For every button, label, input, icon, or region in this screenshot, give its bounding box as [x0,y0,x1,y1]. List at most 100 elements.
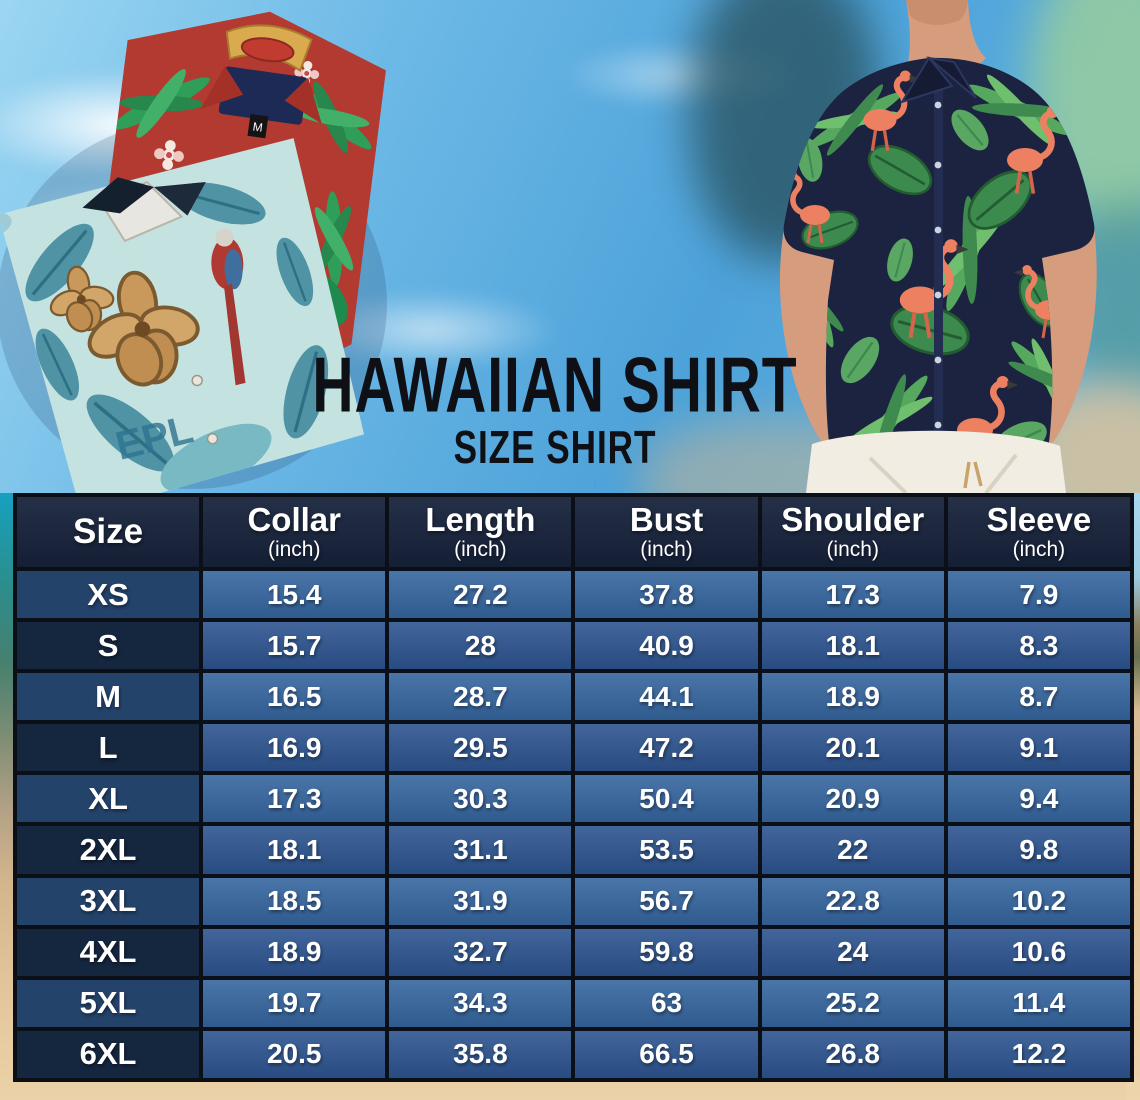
folded-shirts-illustration: M [0,11,387,499]
measurement-cell: 30.3 [385,771,576,827]
measurement-cell: 34.3 [385,975,576,1031]
measurement-cell: 18.5 [199,873,390,929]
size-label: 3XL [12,873,204,929]
measurement-cell: 50.4 [571,771,762,827]
poster-subtitle: SIZE SHIRT [453,421,657,473]
measurement-cell: 31.9 [385,873,576,929]
measurement-cell: 22.8 [757,873,948,929]
size-row-s: S 15.7 28 40.9 18.1 8.3 [12,618,1135,674]
measurement-cell: 7.9 [943,566,1135,623]
measurement-cell: 10.6 [943,924,1135,980]
table-zone: Size Collar (inch) Length (inch) Bust (inch) Sh… [0,493,1140,1100]
measurement-cell: 16.5 [199,669,390,725]
measurement-cell: 28.7 [385,669,576,725]
measurement-cell: 17.3 [757,566,948,623]
measurement-cell: 18.9 [199,924,390,980]
measurement-cell: 56.7 [571,873,762,929]
column-header-size: Size [12,493,204,571]
measurement-cell: 20.5 [199,1026,390,1083]
size-label: 5XL [12,975,204,1031]
measurement-cell: 26.8 [757,1026,948,1083]
measurement-cell: 27.2 [385,566,576,623]
measurement-cell: 9.8 [943,822,1135,878]
measurement-cell: 32.7 [385,924,576,980]
column-label: Bust [629,500,704,538]
size-row-4xl: 4XL 18.9 32.7 59.8 24 10.6 [12,924,1135,980]
column-unit: (inch) [640,538,693,562]
size-row-3xl: 3XL 18.5 31.9 56.7 22.8 10.2 [12,873,1135,929]
measurement-cell: 22 [757,822,948,878]
measurement-cell: 53.5 [571,822,762,878]
column-header-shoulder: Shoulder (inch) [757,493,948,571]
size-row-5xl: 5XL 19.7 34.3 63 25.2 11.4 [12,975,1135,1031]
column-header-sleeve: Sleeve (inch) [943,493,1135,571]
column-unit: (inch) [1012,538,1066,562]
size-row-2xl: 2XL 18.1 31.1 53.5 22 9.8 [12,822,1135,878]
measurement-cell: 8.3 [943,618,1135,674]
measurement-cell: 31.1 [385,822,576,878]
measurement-cell: 18.1 [757,618,948,674]
measurement-cell: 15.4 [199,566,390,623]
measurement-cell: 11.4 [943,975,1135,1031]
header-row: Size Collar (inch) Length (inch) Bust (inch) Sh… [12,493,1135,571]
measurement-cell: 24 [757,924,948,980]
model-pants [806,430,1066,493]
size-label: M [12,669,204,725]
measurement-cell: 66.5 [571,1026,762,1083]
title-block: HAWAIIAN SHIRT SIZE SHIRT [295,346,815,473]
column-unit: (inch) [826,538,879,562]
column-header-collar: Collar (inch) [199,493,390,571]
measurement-cell: 40.9 [571,618,762,674]
teal-hawaiian-shirt: EPL [0,138,365,499]
column-header-length: Length (inch) [385,493,576,571]
model-illustration [779,0,1097,493]
column-unit: (inch) [454,538,507,562]
measurement-cell: 12.2 [943,1026,1135,1083]
measurement-cell: 17.3 [199,771,390,827]
column-unit: (inch) [267,538,321,562]
column-label: Sleeve [986,500,1092,538]
collar-size-tag: M [252,120,264,135]
measurement-cell: 9.1 [943,720,1135,776]
size-row-xl: XL 17.3 30.3 50.4 20.9 9.4 [12,771,1135,827]
measurement-cell: 25.2 [757,975,948,1031]
size-label: L [12,720,204,776]
measurement-cell: 9.4 [943,771,1135,827]
measurement-cell: 15.7 [199,618,390,674]
size-label: S [12,618,204,674]
model-shirt [783,56,1095,475]
measurement-cell: 18.9 [757,669,948,725]
measurement-cell: 8.7 [943,669,1135,725]
measurement-cell: 20.1 [757,720,948,776]
measurement-cell: 18.1 [199,822,390,878]
size-label: XL [12,771,204,827]
column-label: Size [73,511,144,551]
measurement-cell: 47.2 [571,720,762,776]
measurement-cell: 37.8 [571,566,762,623]
measurement-cell: 44.1 [571,669,762,725]
measurement-cell: 19.7 [199,975,390,1031]
size-row-m: M 16.5 28.7 44.1 18.9 8.7 [12,669,1135,725]
column-label: Collar [247,500,341,538]
column-header-bust: Bust (inch) [571,493,762,571]
size-label: 4XL [12,924,204,980]
measurement-cell: 16.9 [199,720,390,776]
hero-section: M [0,0,1140,540]
measurement-cell: 29.5 [385,720,576,776]
size-row-6xl: 6XL 20.5 35.8 66.5 26.8 12.2 [12,1026,1135,1083]
poster-title: HAWAIIAN SHIRT [312,341,798,429]
drawstring [963,461,983,489]
measurement-cell: 10.2 [943,873,1135,929]
size-row-xs: XS 15.4 27.2 37.8 17.3 7.9 [12,566,1135,623]
size-row-l: L 16.9 29.5 47.2 20.1 9.1 [12,720,1135,776]
column-label: Length [425,500,536,538]
size-label: XS [12,566,204,623]
size-label: 2XL [12,822,204,878]
measurement-cell: 35.8 [385,1026,576,1083]
column-label: Shoulder [781,500,925,538]
measurement-cell: 28 [385,618,576,674]
parrot-motif [211,228,246,386]
measurement-cell: 20.9 [757,771,948,827]
measurement-cell: 59.8 [571,924,762,980]
